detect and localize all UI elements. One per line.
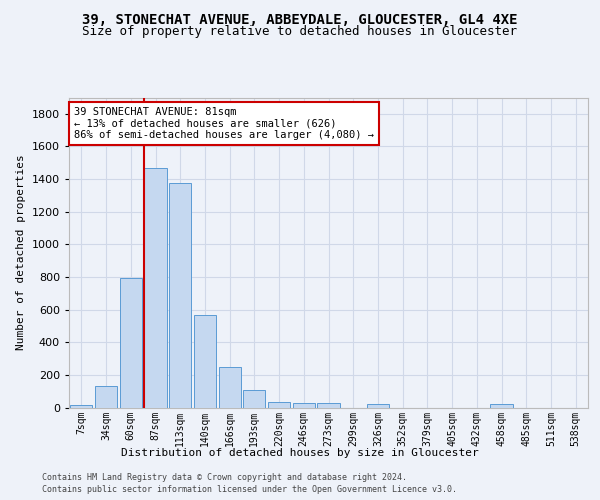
Text: Distribution of detached houses by size in Gloucester: Distribution of detached houses by size … bbox=[121, 448, 479, 458]
Text: Contains public sector information licensed under the Open Government Licence v3: Contains public sector information licen… bbox=[42, 485, 457, 494]
Bar bbox=[145, 168, 167, 408]
Bar bbox=[119, 278, 142, 407]
Text: Contains HM Land Registry data © Crown copyright and database right 2024.: Contains HM Land Registry data © Crown c… bbox=[42, 472, 407, 482]
Bar bbox=[194, 314, 216, 408]
Text: 39, STONECHAT AVENUE, ABBEYDALE, GLOUCESTER, GL4 4XE: 39, STONECHAT AVENUE, ABBEYDALE, GLOUCES… bbox=[82, 12, 518, 26]
Bar bbox=[169, 183, 191, 408]
Bar bbox=[218, 366, 241, 408]
Bar bbox=[243, 390, 265, 407]
Y-axis label: Number of detached properties: Number of detached properties bbox=[16, 154, 26, 350]
Text: Size of property relative to detached houses in Gloucester: Size of property relative to detached ho… bbox=[83, 25, 517, 38]
Bar bbox=[95, 386, 117, 407]
Bar bbox=[293, 402, 315, 407]
Text: 39 STONECHAT AVENUE: 81sqm
← 13% of detached houses are smaller (626)
86% of sem: 39 STONECHAT AVENUE: 81sqm ← 13% of deta… bbox=[74, 107, 374, 140]
Bar bbox=[367, 404, 389, 407]
Bar bbox=[268, 402, 290, 407]
Bar bbox=[317, 402, 340, 407]
Bar bbox=[490, 404, 512, 407]
Bar bbox=[70, 405, 92, 407]
